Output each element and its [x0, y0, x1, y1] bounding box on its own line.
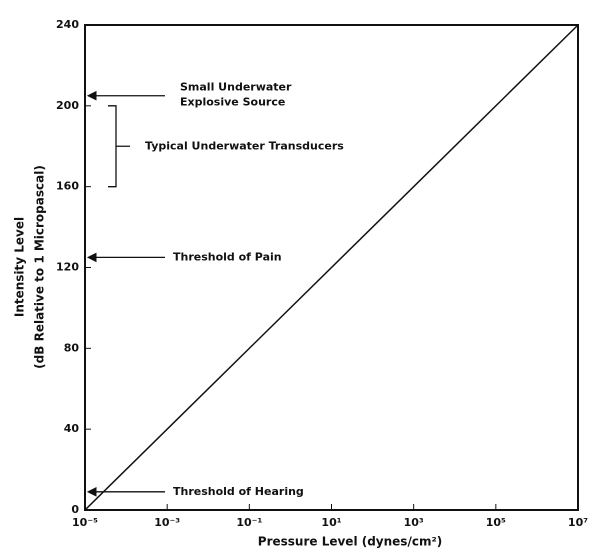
y-tick-label: 40	[64, 422, 80, 435]
x-tick-label: 10⁵	[486, 516, 506, 529]
annotation: Small Underwater	[180, 81, 292, 94]
y-tick-label: 240	[56, 18, 79, 31]
arrow-head	[86, 487, 97, 497]
annotation: Explosive Source	[180, 96, 285, 109]
y-tick-label: 0	[71, 503, 79, 516]
y-tick-label: 200	[56, 99, 79, 112]
x-tick-label: 10⁻¹	[236, 516, 262, 529]
x-axis-label: Pressure Level (dynes/cm²)	[258, 535, 442, 549]
x-tick-label: 10⁻⁵	[72, 516, 98, 529]
arrow-head	[86, 90, 97, 101]
x-tick-label: 10⁻³	[154, 516, 180, 529]
y-tick-label: 120	[56, 261, 79, 274]
x-tick-label: 10³	[404, 516, 424, 529]
x-tick-label: 10⁷	[568, 516, 588, 529]
y-tick-label: 80	[64, 341, 80, 354]
bracket	[108, 105, 130, 188]
annotation: Typical Underwater Transducers	[145, 139, 344, 152]
y-tick-label: 160	[56, 180, 79, 193]
arrow-head	[86, 252, 97, 263]
annotation: Threshold of Pain	[173, 250, 282, 263]
y-axis-label: (dB Relative to 1 Micropascal)	[33, 165, 47, 369]
x-tick-label: 10¹	[321, 516, 341, 529]
data-line	[84, 24, 579, 511]
y-axis-label: Intensity Level	[13, 217, 27, 317]
annotation: Threshold of Hearing	[173, 485, 304, 498]
